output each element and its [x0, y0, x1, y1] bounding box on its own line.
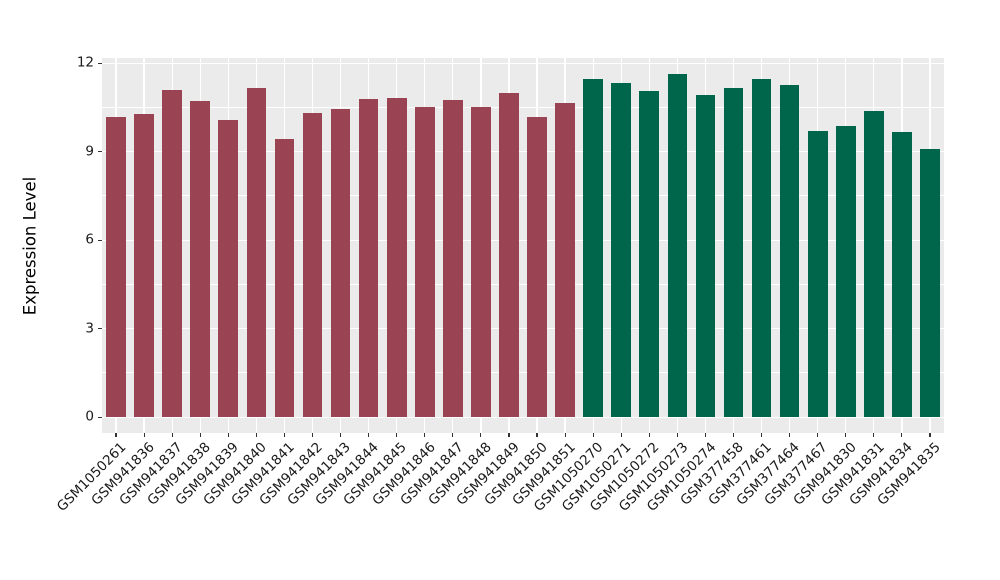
x-tick-mark: [760, 433, 763, 437]
gridline-major: [102, 328, 944, 330]
y-tick-label: 9: [85, 142, 94, 159]
x-tick-mark: [115, 433, 117, 437]
bar-GSM941848: [471, 107, 491, 417]
gridline-minor: [102, 195, 944, 196]
bar-GSM1050272: [639, 90, 660, 417]
bar-GSM941834: [892, 132, 912, 417]
bar-GSM941841: [274, 138, 295, 417]
bar-GSM377458: [723, 88, 744, 417]
plot-panel: [102, 58, 944, 433]
bar-GSM941850: [527, 117, 547, 417]
gridline-minor: [102, 372, 944, 373]
bar-GSM1050273: [667, 73, 688, 417]
gridline-major: [102, 239, 944, 241]
x-tick-mark: [171, 433, 173, 437]
y-tick-label: 6: [85, 231, 94, 248]
gridline-major: [102, 151, 944, 153]
bar-GSM941830: [835, 125, 856, 417]
bar-GSM1050270: [583, 78, 603, 417]
gridline-major: [102, 62, 944, 64]
y-tick-mark: [98, 416, 102, 418]
bar-GSM1050271: [611, 82, 632, 417]
x-tick-mark: [311, 433, 314, 437]
bar-GSM941842: [302, 112, 323, 417]
bar-GSM941845: [386, 97, 407, 417]
bar-GSM941847: [443, 99, 463, 417]
bar-GSM941851: [555, 102, 575, 417]
x-tick-mark: [255, 433, 257, 437]
y-tick-label: 12: [76, 54, 94, 71]
x-tick-mark: [339, 433, 342, 437]
bar-GSM377464: [779, 84, 800, 417]
y-tick-mark: [98, 62, 102, 64]
x-tick-mark: [564, 433, 566, 437]
x-tick-mark: [452, 433, 454, 437]
x-tick-mark: [929, 433, 931, 437]
y-axis-title: Expression Level: [20, 176, 40, 316]
bar-GSM377461: [751, 78, 772, 417]
x-tick-mark: [368, 433, 370, 437]
x-tick-mark: [424, 433, 426, 437]
bar-GSM1050261: [106, 117, 126, 417]
bar-GSM377467: [807, 130, 828, 417]
x-tick-mark: [704, 433, 707, 437]
x-tick-mark: [817, 433, 819, 437]
x-tick-mark: [283, 433, 286, 437]
bar-GSM941843: [330, 109, 351, 417]
gridline-minor: [102, 106, 944, 108]
bar-GSM941831: [864, 110, 884, 417]
y-tick-mark: [98, 239, 102, 241]
y-tick-mark: [98, 328, 102, 330]
bar-GSM941840: [246, 87, 267, 417]
x-tick-mark: [873, 433, 875, 437]
x-tick-mark: [508, 433, 510, 437]
x-tick-mark: [227, 433, 229, 437]
x-tick-mark: [648, 433, 650, 437]
bar-GSM941835: [920, 149, 940, 417]
x-tick-mark: [480, 433, 482, 437]
x-tick-mark: [620, 433, 622, 437]
bar-GSM941838: [190, 100, 211, 417]
bar-GSM941849: [499, 93, 519, 417]
gridline-minor: [102, 283, 944, 285]
gridline-major: [102, 416, 944, 418]
x-tick-mark: [676, 433, 678, 437]
bar-GSM941846: [414, 106, 435, 417]
x-tick-mark: [732, 433, 735, 437]
bar-GSM941836: [134, 113, 154, 417]
bar-GSM941844: [358, 99, 379, 417]
x-tick-mark: [845, 433, 847, 437]
y-tick-label: 0: [85, 408, 94, 425]
x-tick-mark: [901, 433, 903, 437]
bar-GSM941839: [218, 119, 239, 417]
x-tick-mark: [143, 433, 145, 437]
y-tick-mark: [98, 151, 102, 153]
x-tick-mark: [199, 433, 201, 437]
x-tick-mark: [789, 433, 791, 437]
bar-GSM941837: [162, 90, 182, 417]
x-tick-mark: [592, 433, 594, 437]
x-tick-mark: [536, 433, 538, 437]
x-tick-mark: [396, 433, 398, 437]
y-tick-label: 3: [85, 319, 94, 336]
bar-GSM1050274: [695, 94, 716, 417]
